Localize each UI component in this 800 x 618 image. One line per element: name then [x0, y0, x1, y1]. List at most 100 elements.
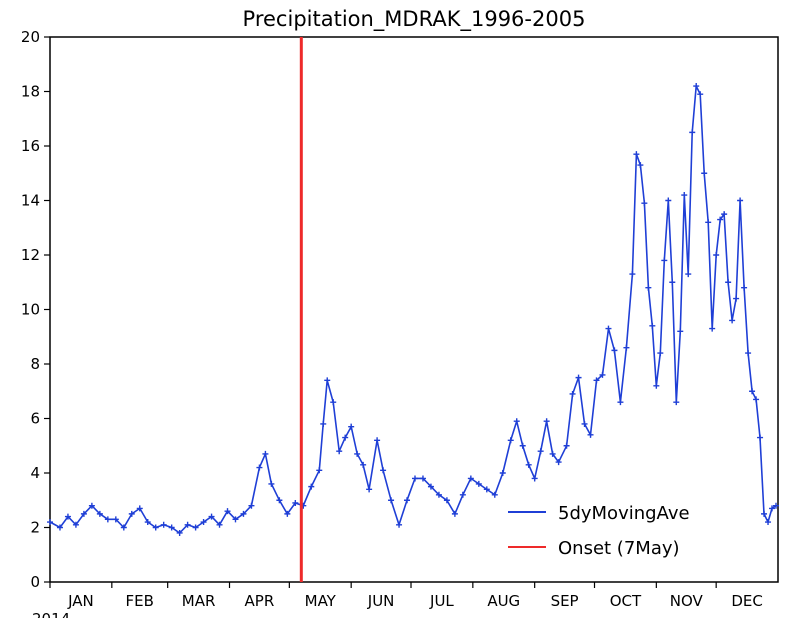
y-tick-label-0: 0 [30, 573, 40, 591]
data-point-55 [459, 491, 466, 498]
data-point-78 [611, 347, 618, 354]
data-point-14 [160, 521, 167, 528]
x-tick-label-dec: DEC [731, 592, 763, 610]
data-point-95 [685, 271, 692, 278]
data-point-77 [605, 325, 612, 332]
data-point-114 [761, 510, 768, 517]
data-point-33 [308, 483, 315, 490]
data-point-64 [525, 461, 532, 468]
data-point-59 [491, 491, 498, 498]
x-tick-label-aug: AUG [487, 592, 520, 610]
data-point-10 [128, 510, 135, 517]
data-point-104 [721, 211, 728, 218]
data-point-111 [749, 388, 756, 395]
data-point-91 [669, 279, 676, 286]
data-point-40 [348, 423, 355, 430]
data-point-94 [681, 192, 688, 199]
y-tick-label-3: 6 [30, 410, 40, 428]
data-point-35 [320, 420, 327, 427]
data-point-93 [677, 328, 684, 335]
x-tick-label-jun: JUN [367, 592, 395, 610]
data-point-92 [673, 399, 680, 406]
data-point-67 [543, 418, 550, 425]
data-point-112 [753, 396, 760, 403]
data-point-18 [192, 524, 199, 531]
data-point-48 [404, 497, 411, 504]
y-tick-label-8: 16 [21, 137, 40, 155]
data-point-17 [184, 521, 191, 528]
data-point-76 [599, 371, 606, 378]
series-layer [47, 37, 780, 582]
data-point-82 [633, 151, 640, 158]
x-tick-label-jul: JUL [429, 592, 454, 610]
data-point-4 [80, 510, 87, 517]
data-point-72 [575, 374, 582, 381]
data-point-19 [200, 519, 207, 526]
data-point-34 [316, 467, 323, 474]
legend-label-onset: Onset (7May) [558, 538, 680, 559]
y-tick-label-4: 8 [30, 355, 40, 373]
data-point-7 [104, 516, 111, 523]
x-tick-label-feb: FEB [126, 592, 154, 610]
data-point-53 [443, 497, 450, 504]
data-point-74 [587, 431, 594, 438]
data-point-54 [451, 510, 458, 517]
data-point-13 [152, 524, 159, 531]
y-tick-label-5: 10 [21, 301, 40, 319]
data-point-81 [629, 271, 636, 278]
y-tick-label-7: 14 [21, 192, 40, 210]
data-point-5 [88, 502, 95, 509]
x-tick-label-nov: NOV [670, 592, 704, 610]
data-point-44 [374, 437, 381, 444]
x-tick-label-apr: APR [245, 592, 275, 610]
data-point-20 [208, 513, 215, 520]
data-point-98 [697, 91, 704, 98]
x-tick-label-oct: OCT [610, 592, 642, 610]
data-point-56 [467, 475, 474, 482]
data-point-68 [549, 450, 556, 457]
plot-frame [49, 36, 779, 583]
data-point-70 [563, 442, 570, 449]
data-point-57 [475, 480, 482, 487]
data-point-116 [769, 505, 776, 512]
data-point-89 [661, 257, 668, 264]
y-tick-label-9: 18 [21, 83, 40, 101]
data-point-50 [419, 475, 426, 482]
x-axis: JAN FEB MAR APR MAY JUN JUL AUG SEP OCT NOV DEC [49, 582, 763, 610]
data-point-31 [292, 499, 299, 506]
data-point-25 [248, 502, 255, 509]
y-tick-label-1: 2 [30, 519, 40, 537]
data-point-85 [645, 284, 652, 291]
data-point-110 [745, 350, 752, 357]
data-point-42 [360, 461, 367, 468]
data-point-84 [641, 200, 648, 207]
data-point-71 [569, 390, 576, 397]
data-point-16 [176, 529, 183, 536]
y-tick-label-10: 20 [21, 28, 40, 46]
data-point-83 [637, 162, 644, 169]
data-point-80 [623, 344, 630, 351]
data-point-30 [284, 510, 291, 517]
data-point-15 [168, 524, 175, 531]
year-label: 2014 [32, 610, 70, 618]
data-point-109 [741, 284, 748, 291]
data-point-96 [689, 129, 696, 136]
data-point-52 [435, 491, 442, 498]
data-point-87 [653, 382, 660, 389]
data-point-45 [380, 467, 387, 474]
data-point-41 [354, 450, 361, 457]
data-point-2 [64, 513, 71, 520]
data-point-8 [112, 516, 119, 523]
data-point-1 [56, 524, 63, 531]
data-point-58 [483, 486, 490, 493]
data-point-43 [366, 486, 373, 493]
data-point-36 [324, 377, 331, 384]
data-point-73 [581, 420, 588, 427]
data-point-102 [713, 252, 720, 258]
data-point-38 [336, 448, 343, 455]
y-tick-label-2: 4 [30, 464, 40, 482]
data-point-86 [649, 322, 656, 329]
data-point-101 [709, 325, 716, 332]
data-point-47 [396, 521, 403, 528]
data-point-49 [411, 475, 418, 482]
